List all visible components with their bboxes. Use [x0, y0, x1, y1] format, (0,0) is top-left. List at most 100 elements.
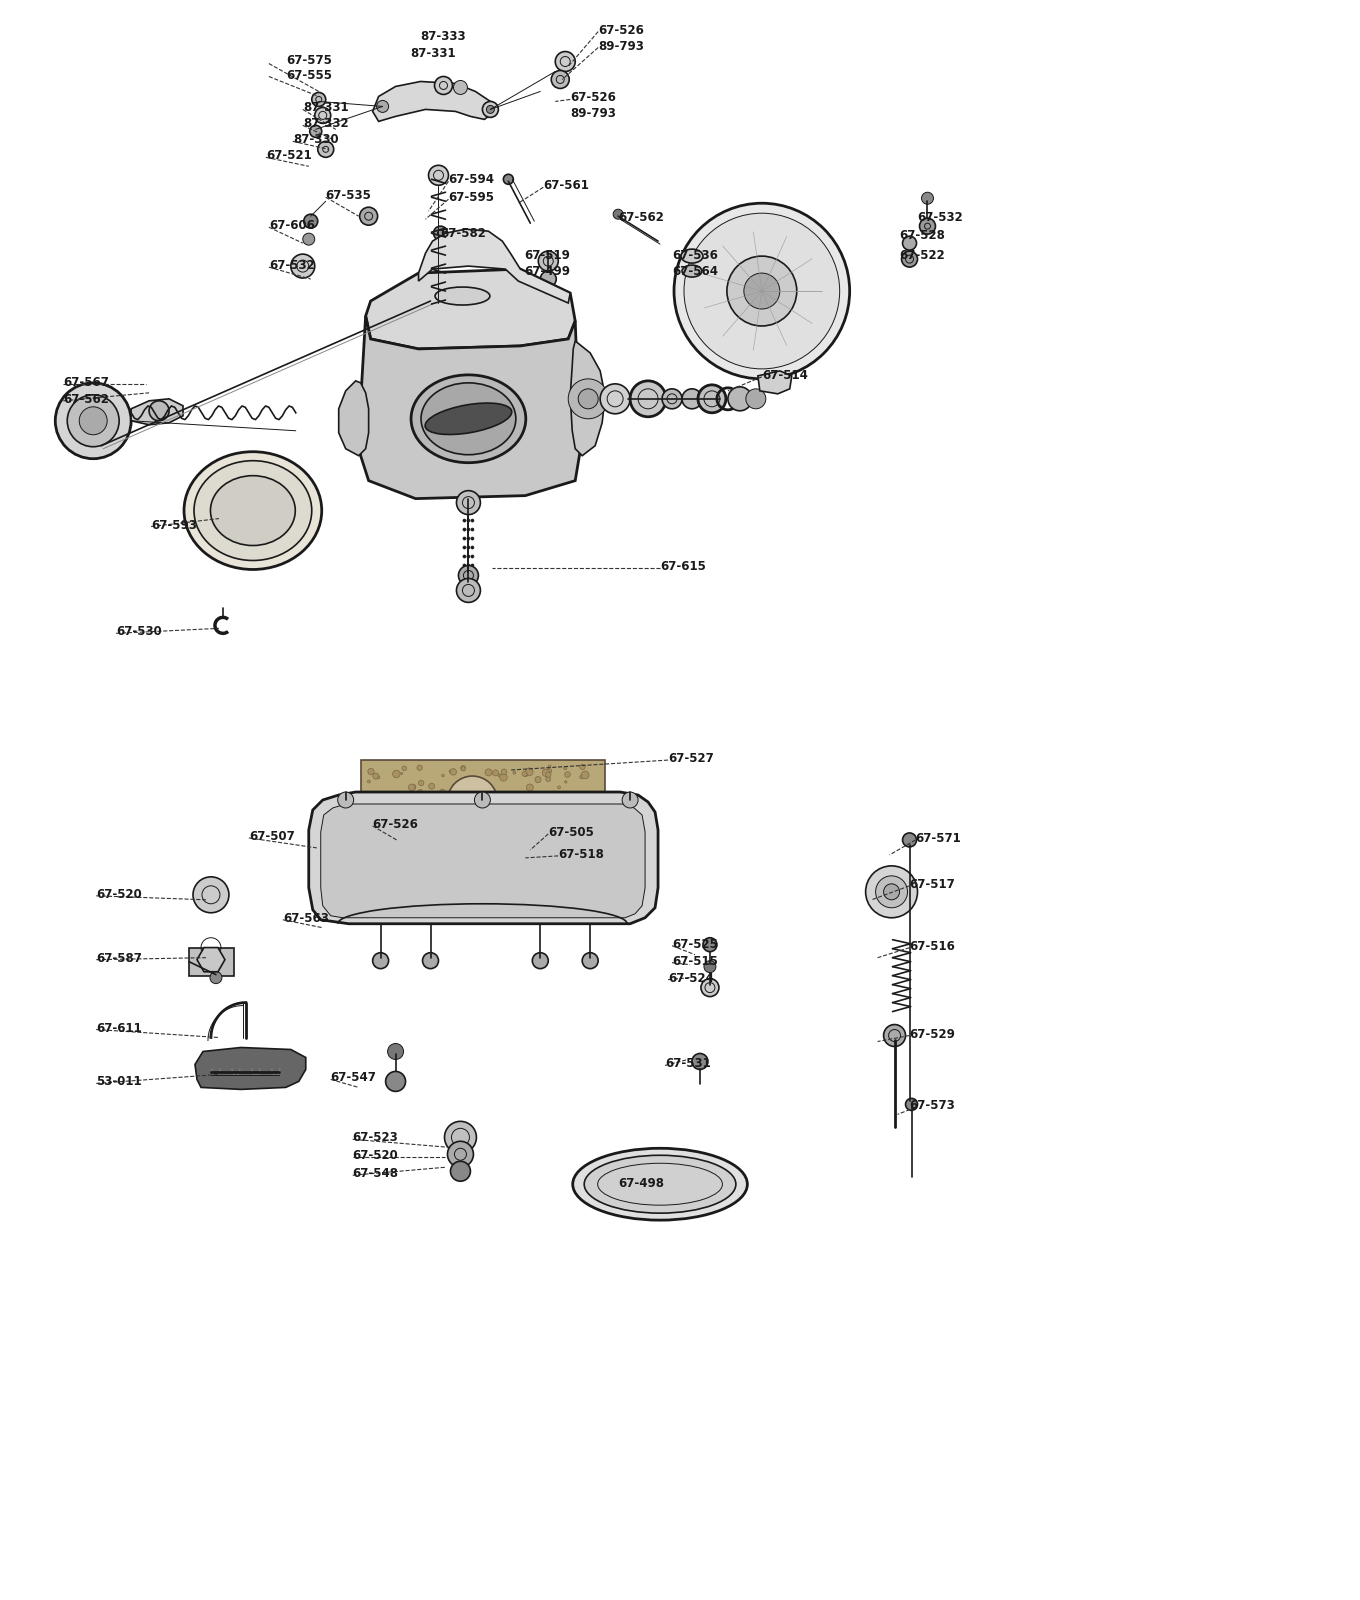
Circle shape — [303, 234, 314, 245]
Circle shape — [79, 406, 107, 435]
Circle shape — [310, 125, 322, 138]
Circle shape — [423, 952, 438, 968]
Text: 67-530: 67-530 — [116, 626, 162, 638]
Circle shape — [209, 971, 222, 984]
Text: 67-514: 67-514 — [762, 370, 808, 382]
Circle shape — [522, 771, 528, 776]
Text: 67-573: 67-573 — [910, 1099, 955, 1112]
Circle shape — [884, 883, 899, 899]
Circle shape — [447, 776, 498, 826]
Text: 67-587: 67-587 — [97, 952, 141, 965]
Polygon shape — [131, 398, 184, 424]
Circle shape — [902, 251, 918, 267]
Text: 67-531: 67-531 — [665, 1058, 711, 1070]
Circle shape — [559, 826, 567, 834]
Circle shape — [457, 491, 480, 515]
Circle shape — [543, 821, 545, 822]
Circle shape — [745, 389, 766, 410]
Circle shape — [876, 875, 907, 907]
Circle shape — [447, 1141, 473, 1168]
Circle shape — [487, 106, 495, 114]
Circle shape — [526, 784, 533, 790]
Text: 67-522: 67-522 — [899, 250, 945, 262]
Circle shape — [438, 832, 442, 835]
Circle shape — [377, 101, 389, 112]
Text: 67-593: 67-593 — [151, 518, 197, 531]
Circle shape — [450, 768, 457, 774]
Ellipse shape — [573, 1149, 748, 1221]
Circle shape — [524, 773, 528, 776]
Circle shape — [452, 784, 458, 790]
Circle shape — [556, 806, 563, 814]
Circle shape — [520, 832, 524, 835]
Text: 67-526: 67-526 — [598, 24, 645, 37]
Text: 67-498: 67-498 — [619, 1178, 664, 1190]
Circle shape — [865, 866, 918, 918]
Circle shape — [403, 766, 407, 771]
Circle shape — [398, 813, 404, 818]
Circle shape — [461, 765, 465, 771]
Circle shape — [551, 798, 556, 803]
Circle shape — [466, 555, 471, 558]
Ellipse shape — [435, 286, 490, 306]
Circle shape — [393, 824, 396, 826]
Circle shape — [458, 565, 479, 586]
Text: 87-332: 87-332 — [303, 117, 348, 130]
Circle shape — [445, 819, 521, 896]
Circle shape — [445, 830, 453, 838]
Text: 67-526: 67-526 — [373, 818, 419, 830]
Circle shape — [499, 773, 507, 781]
Text: 67-595: 67-595 — [449, 192, 495, 205]
Text: 67-615: 67-615 — [660, 560, 706, 573]
Circle shape — [404, 824, 411, 830]
Circle shape — [401, 773, 403, 774]
Circle shape — [393, 770, 400, 778]
Bar — [360, 760, 605, 842]
Text: 67-548: 67-548 — [352, 1168, 398, 1181]
Circle shape — [555, 51, 575, 72]
Circle shape — [427, 803, 537, 912]
Circle shape — [675, 203, 850, 379]
Circle shape — [466, 563, 471, 566]
Circle shape — [418, 789, 423, 794]
Circle shape — [462, 563, 466, 566]
Circle shape — [418, 803, 420, 806]
Circle shape — [903, 237, 917, 250]
Circle shape — [502, 770, 507, 774]
Circle shape — [564, 771, 570, 778]
Circle shape — [726, 256, 797, 326]
Circle shape — [544, 794, 551, 800]
Text: 67-525: 67-525 — [672, 938, 718, 950]
Ellipse shape — [426, 403, 511, 435]
Circle shape — [445, 1122, 476, 1154]
Text: 67-507: 67-507 — [249, 830, 295, 843]
Circle shape — [514, 822, 520, 827]
Circle shape — [337, 792, 354, 808]
Circle shape — [466, 546, 471, 549]
Circle shape — [529, 819, 533, 824]
Circle shape — [613, 210, 623, 219]
Circle shape — [548, 765, 551, 768]
Circle shape — [579, 774, 583, 779]
Circle shape — [471, 518, 473, 522]
Circle shape — [449, 770, 452, 773]
Circle shape — [532, 838, 549, 858]
Text: 67-519: 67-519 — [525, 250, 570, 262]
Circle shape — [592, 800, 594, 803]
Circle shape — [428, 810, 435, 816]
Circle shape — [471, 538, 473, 541]
Text: 67-524: 67-524 — [668, 971, 714, 984]
Circle shape — [684, 213, 839, 370]
Circle shape — [563, 766, 567, 770]
Polygon shape — [197, 947, 224, 971]
Circle shape — [551, 813, 558, 819]
Text: 67-529: 67-529 — [910, 1027, 956, 1040]
Circle shape — [396, 797, 401, 802]
Circle shape — [426, 830, 428, 834]
Circle shape — [552, 790, 556, 795]
Text: 67-611: 67-611 — [97, 1021, 141, 1035]
Circle shape — [551, 805, 556, 811]
Text: 67-515: 67-515 — [672, 955, 718, 968]
Text: 67-562: 67-562 — [619, 211, 664, 224]
Circle shape — [461, 835, 505, 880]
